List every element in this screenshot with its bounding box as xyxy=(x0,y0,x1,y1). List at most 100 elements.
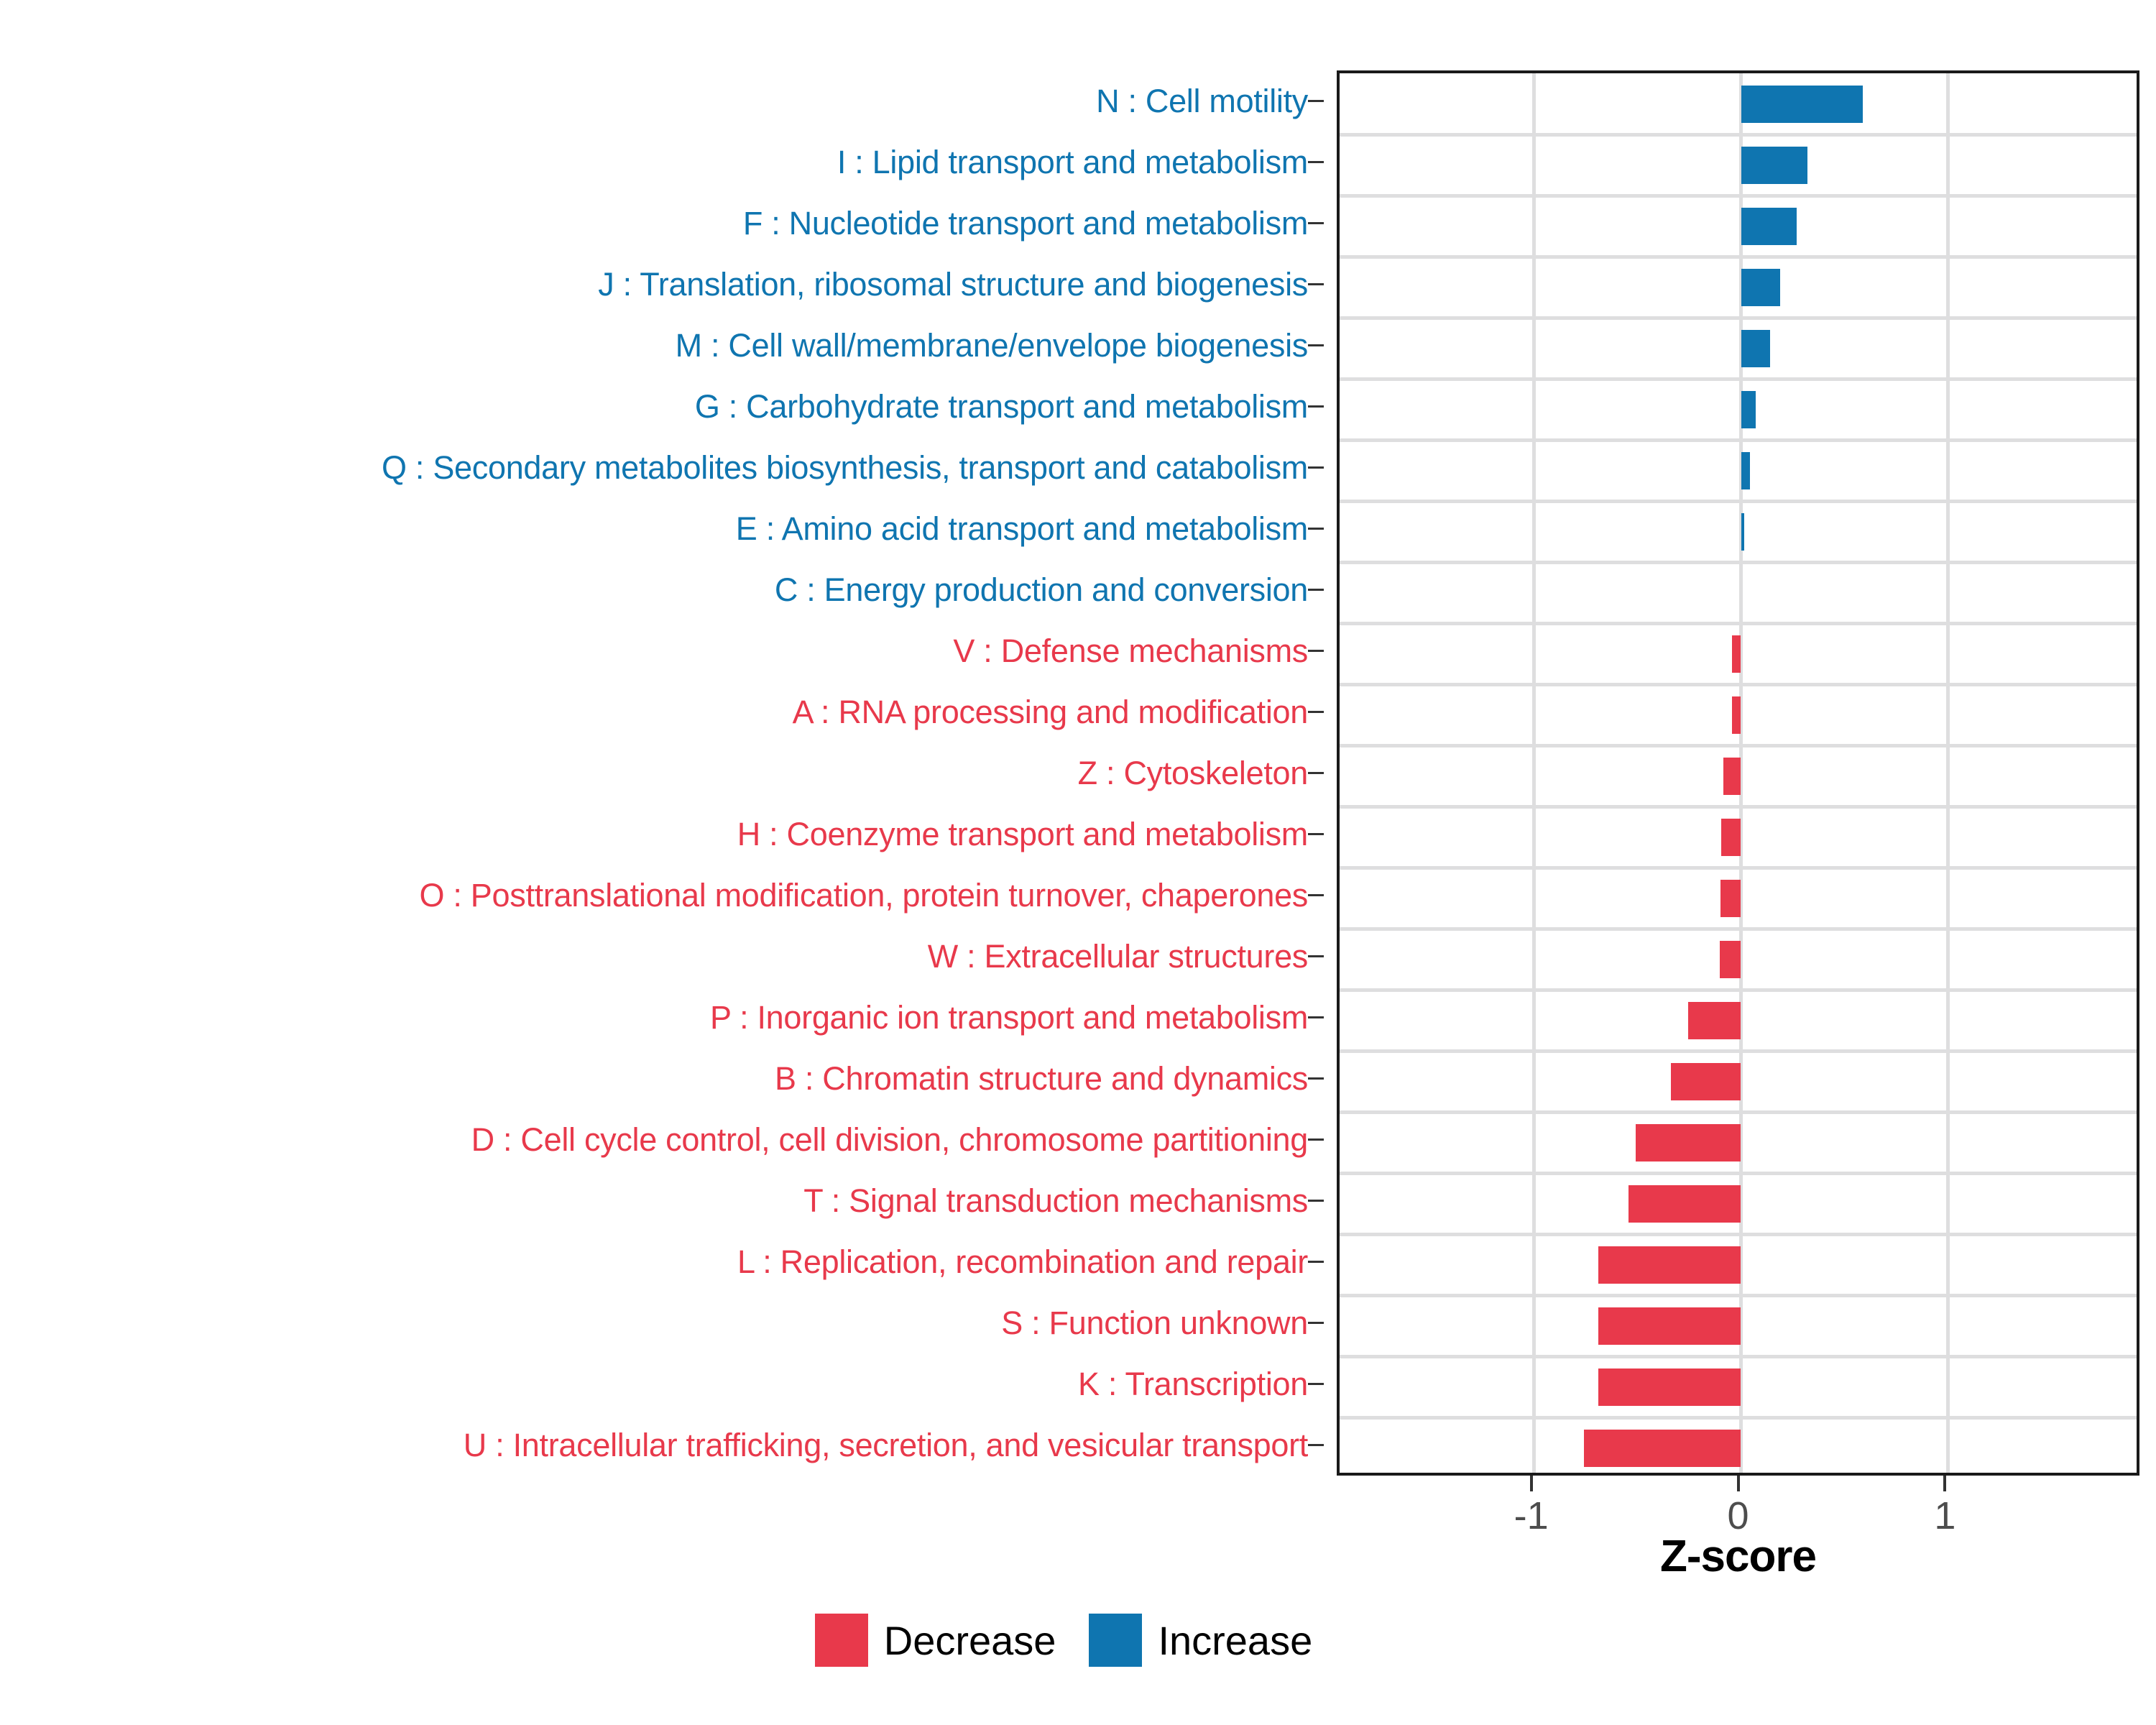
horizontal-gridline xyxy=(1340,682,2137,686)
plot-panel xyxy=(1337,70,2139,1476)
y-axis-label-v: V : Defense mechanisms xyxy=(953,632,1308,669)
y-tick-mark xyxy=(1308,161,1324,163)
x-tick-mark xyxy=(1943,1476,1947,1491)
y-axis-label-m: M : Cell wall/membrane/envelope biogenes… xyxy=(675,326,1309,364)
legend-label-decrease: Decrease xyxy=(883,1617,1056,1663)
bar xyxy=(1635,1123,1741,1162)
x-axis-title: Z-score xyxy=(1660,1532,1817,1581)
y-tick-mark xyxy=(1308,1016,1324,1018)
y-axis-label-j: J : Translation, ribosomal structure and… xyxy=(598,265,1308,303)
y-tick-mark xyxy=(1308,772,1324,774)
bar xyxy=(1732,635,1741,673)
horizontal-gridline xyxy=(1340,804,2137,809)
y-tick-mark xyxy=(1308,1077,1324,1080)
horizontal-gridline xyxy=(1340,438,2137,442)
y-tick-mark xyxy=(1308,711,1324,713)
y-tick-mark xyxy=(1308,528,1324,530)
y-axis-label-w: W : Extracellular structures xyxy=(927,937,1309,975)
bar xyxy=(1741,146,1807,184)
bar xyxy=(1741,207,1797,245)
y-axis-label-a: A : RNA processing and modification xyxy=(792,693,1309,730)
y-axis-label-h: H : Coenzyme transport and metabolism xyxy=(737,815,1309,852)
horizontal-gridline xyxy=(1340,926,2137,931)
bar xyxy=(1670,1062,1741,1100)
bar xyxy=(1723,757,1741,795)
horizontal-gridline xyxy=(1340,1354,2137,1358)
legend-item-increase[interactable]: Increase xyxy=(1089,1614,1312,1667)
bar xyxy=(1732,696,1741,734)
horizontal-gridline xyxy=(1340,1110,2137,1114)
bar xyxy=(1720,818,1741,856)
y-axis-label-e: E : Amino acid transport and metabolism xyxy=(735,510,1309,547)
y-axis-label-n: N : Cell motility xyxy=(1096,82,1308,119)
bar xyxy=(1719,940,1741,978)
horizontal-gridline xyxy=(1340,1293,2137,1297)
y-axis-label-f: F : Nucleotide transport and metabolism xyxy=(742,204,1308,242)
y-axis-category-labels: N : Cell motility I : Lipid transport and… xyxy=(0,70,1324,1475)
x-tick-label: -1 xyxy=(1514,1494,1549,1537)
y-axis-label-i: I : Lipid transport and metabolism xyxy=(837,143,1308,180)
y-axis-label-o: O : Posttranslational modification, prot… xyxy=(419,876,1309,914)
y-tick-mark xyxy=(1308,589,1324,591)
horizontal-gridline xyxy=(1340,132,2137,137)
y-tick-mark xyxy=(1308,833,1324,835)
horizontal-gridline xyxy=(1340,621,2137,625)
x-tick-mark xyxy=(1529,1476,1533,1491)
y-axis-label-q: Q : Secondary metabolites biosynthesis, … xyxy=(382,448,1308,486)
x-tick-label: 0 xyxy=(1727,1494,1749,1537)
horizontal-gridline xyxy=(1340,1232,2137,1236)
horizontal-gridline xyxy=(1340,560,2137,564)
y-axis-label-s: S : Function unknown xyxy=(1001,1304,1308,1341)
horizontal-gridline xyxy=(1340,865,2137,870)
bar xyxy=(1741,390,1756,428)
legend: Decrease Increase xyxy=(0,1614,2156,1667)
horizontal-gridline xyxy=(1340,254,2137,259)
vertical-gridline xyxy=(1739,73,1743,1473)
y-axis-label-z: Z : Cytoskeleton xyxy=(1077,754,1309,791)
bar xyxy=(1741,451,1751,489)
bar xyxy=(1598,1368,1741,1406)
y-tick-mark xyxy=(1308,1261,1324,1263)
y-axis-label-c: C : Energy production and conversion xyxy=(774,571,1308,608)
y-tick-mark xyxy=(1308,1322,1324,1324)
y-tick-mark xyxy=(1308,1444,1324,1446)
bar xyxy=(1720,879,1741,917)
horizontal-gridline xyxy=(1340,316,2137,320)
horizontal-gridline xyxy=(1340,1171,2137,1175)
y-axis-label-k: K : Transcription xyxy=(1077,1365,1308,1402)
x-tick-label: 1 xyxy=(1934,1494,1956,1537)
y-tick-mark xyxy=(1308,222,1324,224)
y-tick-mark xyxy=(1308,650,1324,652)
y-axis-label-t: T : Signal transduction mechanisms xyxy=(803,1182,1308,1219)
y-tick-mark xyxy=(1308,100,1324,102)
legend-label-increase: Increase xyxy=(1158,1617,1313,1663)
horizontal-gridline xyxy=(1340,377,2137,381)
vertical-gridline xyxy=(1945,73,1950,1473)
y-tick-mark xyxy=(1308,344,1324,346)
y-axis-label-b: B : Chromatin structure and dynamics xyxy=(774,1059,1308,1097)
y-tick-mark xyxy=(1308,466,1324,469)
horizontal-gridline xyxy=(1340,988,2137,992)
bar xyxy=(1598,1307,1741,1345)
y-axis-label-g: G : Carbohydrate transport and metabolis… xyxy=(694,387,1308,425)
bar xyxy=(1583,1429,1741,1467)
bar xyxy=(1741,329,1770,367)
bar xyxy=(1741,512,1744,551)
y-tick-mark xyxy=(1308,1138,1324,1141)
y-axis-label-p: P : Inorganic ion transport and metaboli… xyxy=(709,998,1308,1036)
horizontal-gridline xyxy=(1340,499,2137,503)
bar xyxy=(1741,268,1781,306)
legend-swatch-decrease xyxy=(814,1614,868,1667)
y-tick-mark xyxy=(1308,1200,1324,1202)
y-axis-label-l: L : Replication, recombination and repai… xyxy=(737,1243,1308,1280)
horizontal-gridline xyxy=(1340,193,2137,198)
vertical-gridline xyxy=(1532,73,1537,1473)
y-tick-mark xyxy=(1308,405,1324,408)
legend-item-decrease[interactable]: Decrease xyxy=(814,1614,1056,1667)
y-axis-label-u: U : Intracellular trafficking, secretion… xyxy=(463,1426,1309,1463)
bar xyxy=(1598,1246,1741,1284)
legend-swatch-increase xyxy=(1089,1614,1143,1667)
y-axis-label-d: D : Cell cycle control, cell division, c… xyxy=(471,1121,1309,1158)
x-tick-mark xyxy=(1736,1476,1740,1491)
